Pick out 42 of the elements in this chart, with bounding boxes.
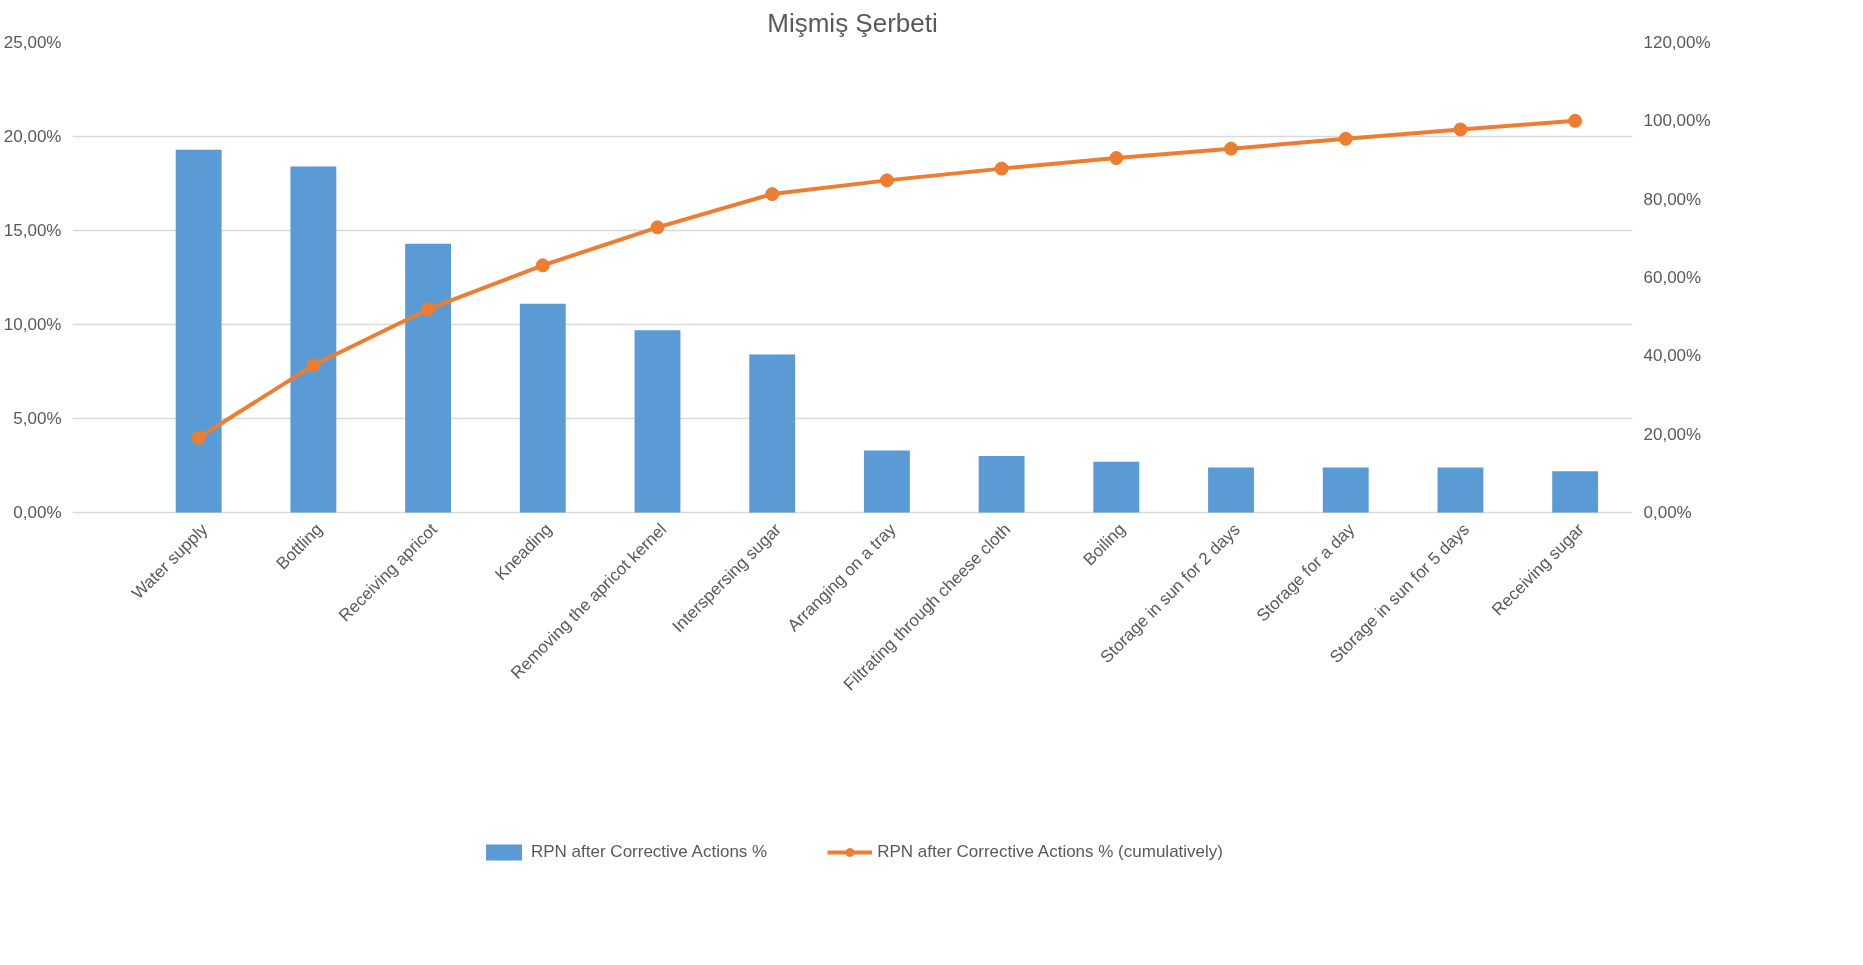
point [1453, 122, 1468, 137]
chart-title: Mişmiş Şerbeti [767, 7, 938, 38]
point [1109, 151, 1124, 166]
point [1338, 131, 1353, 146]
point [1568, 113, 1583, 128]
point [191, 430, 206, 445]
bar [1093, 461, 1140, 513]
y-tick-label: 5,00% [13, 409, 62, 428]
bar [405, 243, 452, 513]
bar [1552, 471, 1599, 513]
y-tick-label: 0,00% [13, 503, 62, 522]
bar [634, 330, 681, 513]
y2-tick-label: 40,00% [1643, 346, 1702, 366]
y2-tick-label: 100,00% [1643, 111, 1711, 131]
y2-tick-label: 0,00% [1643, 503, 1692, 522]
y-tick-label: 25,00% [3, 33, 62, 52]
legend-label: RPN after Corrective Actions % (cumulatively) [877, 842, 1223, 862]
y2-tick-label: 120,00% [1643, 33, 1711, 52]
y-tick-label: 20,00% [3, 127, 62, 146]
y2-tick-label: 80,00% [1643, 189, 1702, 209]
bar [175, 149, 222, 513]
bar [1208, 467, 1254, 513]
point [306, 358, 321, 373]
bar [863, 450, 910, 513]
y2-tick-label: 60,00% [1643, 268, 1702, 287]
bar [290, 166, 337, 513]
bar [519, 303, 566, 513]
point [765, 187, 780, 202]
legend-label: RPN after Corrective Actions % [531, 842, 768, 862]
y-tick-label: 10,00% [3, 315, 62, 334]
bar [749, 354, 796, 513]
point [650, 220, 665, 235]
point [994, 161, 1009, 176]
bar [1437, 467, 1484, 513]
point [535, 258, 550, 273]
bar [978, 456, 1025, 513]
y-tick-label: 15,00% [3, 221, 62, 240]
bar [1322, 467, 1369, 513]
y2-tick-label: 20,00% [1643, 424, 1702, 444]
point [879, 173, 894, 188]
point [1224, 141, 1239, 156]
point [421, 302, 436, 317]
